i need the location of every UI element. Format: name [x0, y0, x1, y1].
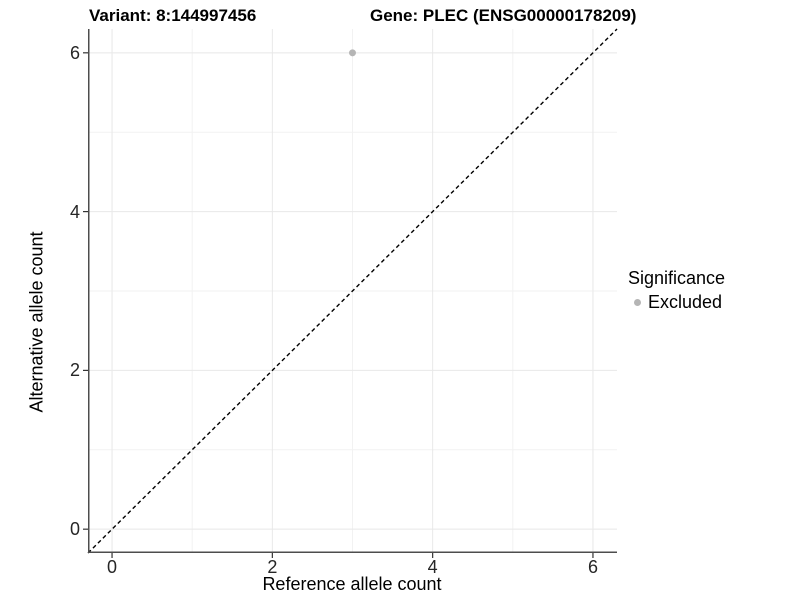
x-tick-label: 6 [587, 557, 598, 577]
legend-key [628, 294, 646, 312]
legend: Significance Excluded [628, 268, 725, 313]
y-tick-label: 2 [69, 360, 80, 381]
y-tick-label: 4 [69, 201, 80, 222]
x-tick-label: 0 [107, 557, 118, 577]
legend-title: Significance [628, 268, 726, 288]
identity-line [87, 28, 618, 554]
plot-title-gene: Gene: PLEC (ENSG00000178209) [370, 6, 637, 25]
y-tick-label: 0 [69, 519, 80, 540]
plot-title-variant: Variant: 8:144997456 [89, 6, 257, 25]
x-tick-label: 4 [427, 557, 438, 577]
legend-item-excluded: Excluded [628, 292, 725, 313]
x-axis-title: Reference allele count [262, 574, 442, 594]
x-tick-label: 2 [267, 557, 278, 577]
excluded-point-icon [633, 299, 641, 306]
scatter-plot [83, 28, 618, 558]
y-axis-title: Alternative allele count [26, 231, 47, 413]
plot-panel [83, 28, 618, 558]
data-point [349, 49, 356, 57]
y-tick-label: 6 [69, 42, 80, 63]
legend-item-label: Excluded [648, 292, 723, 312]
